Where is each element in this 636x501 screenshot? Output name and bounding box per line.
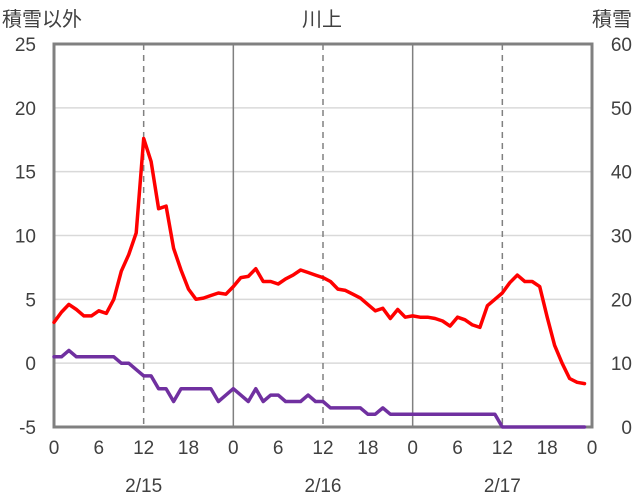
x-tick-label: 18 [357, 438, 378, 459]
right-tick-label: 20 [611, 290, 632, 311]
left-tick-label: 0 [25, 354, 36, 375]
date-label: 2/17 [484, 476, 521, 497]
x-tick-label: 0 [407, 438, 418, 459]
right-tick-label: 30 [611, 227, 632, 248]
chart-title: 川上 [302, 8, 342, 31]
left-axis-title: 積雪以外 [2, 8, 82, 31]
left-tick-label: 15 [15, 163, 36, 184]
right-tick-label: 60 [611, 35, 632, 56]
x-tick-label: 12 [312, 438, 333, 459]
x-tick-label: 0 [228, 438, 239, 459]
date-labels: 2/15 2/16 2/17 [125, 476, 521, 497]
x-tick-label: 18 [537, 438, 558, 459]
right-tick-label: 50 [611, 99, 632, 120]
x-tick-label: 18 [178, 438, 199, 459]
left-tick-label: 20 [15, 99, 36, 120]
series-line-1 [52, 136, 587, 386]
grid [54, 44, 592, 427]
x-tick-label: 6 [452, 438, 463, 459]
left-tick-label: 10 [15, 227, 36, 248]
right-tick-label: 40 [611, 163, 632, 184]
left-axis-ticks: 25 20 15 10 5 0 -5 [15, 35, 36, 439]
x-axis-ticks: 0 6 12 18 0 6 12 18 0 6 12 18 0 [49, 438, 598, 459]
x-tick-label: 0 [49, 438, 60, 459]
plot-area-frame [52, 42, 594, 429]
series-line-2 [52, 348, 587, 429]
right-tick-label: 0 [621, 418, 632, 439]
left-tick-label: 25 [15, 35, 36, 56]
x-tick-label: 0 [587, 438, 598, 459]
series-group [52, 136, 587, 429]
x-tick-label: 12 [492, 438, 513, 459]
right-tick-label: 10 [611, 354, 632, 375]
date-label: 2/15 [125, 476, 162, 497]
right-axis-title: 積雪 [592, 8, 632, 31]
x-tick-label: 12 [133, 438, 154, 459]
x-tick-label: 6 [273, 438, 284, 459]
left-tick-label: -5 [19, 418, 36, 439]
left-tick-label: 5 [25, 290, 36, 311]
right-axis-ticks: 60 50 40 30 20 10 0 [611, 35, 632, 439]
x-tick-label: 6 [94, 438, 105, 459]
date-label: 2/16 [305, 476, 342, 497]
